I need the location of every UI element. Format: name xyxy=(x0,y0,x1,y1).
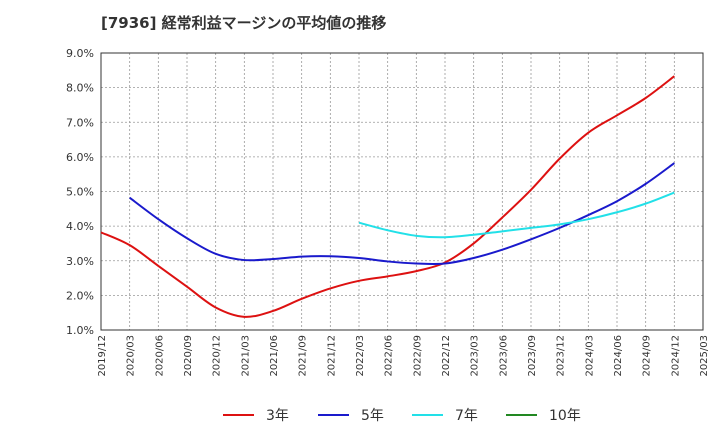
x-tick-label: 2023/12 xyxy=(556,335,567,377)
y-tick-label: 7.0% xyxy=(66,116,94,129)
legend-item: 10年 xyxy=(506,408,581,424)
x-tick-label: 2022/09 xyxy=(412,335,423,377)
legend-item: 5年 xyxy=(318,408,384,424)
plot-area-border xyxy=(100,52,704,331)
x-tick-label: 2020/09 xyxy=(183,335,194,377)
legend-label: 3年 xyxy=(266,408,289,424)
legend-item: 3年 xyxy=(223,408,289,424)
y-tick-label: 3.0% xyxy=(66,255,94,268)
x-tick-label: 2022/06 xyxy=(384,335,395,377)
x-tick-label: 2024/06 xyxy=(613,335,624,377)
x-tick-label: 2025/03 xyxy=(699,335,710,377)
x-tick-label: 2021/06 xyxy=(269,335,280,377)
x-tick-label: 2020/12 xyxy=(212,335,223,377)
x-tick-label: 2021/12 xyxy=(326,335,337,377)
chart-title: [7936] 経常利益マージンの平均値の推移 xyxy=(101,14,387,32)
legend: 3年 5年 7年 10年 xyxy=(223,408,581,424)
y-tick-label: 6.0% xyxy=(66,151,94,164)
x-tick-label: 2020/03 xyxy=(126,335,137,377)
x-tick-label: 2021/09 xyxy=(298,335,309,377)
series-line-3 xyxy=(358,191,675,239)
x-tick-label: 2019/12 xyxy=(97,335,108,377)
legend-item: 7年 xyxy=(412,408,478,424)
x-tick-label: 2024/09 xyxy=(642,335,653,377)
x-tick-label: 2024/03 xyxy=(584,335,595,377)
series-layer xyxy=(100,75,675,318)
legend-label: 7年 xyxy=(455,408,478,424)
y-tick-label: 4.0% xyxy=(66,220,94,233)
grid-layer xyxy=(101,53,703,330)
y-tick-label: 2.0% xyxy=(66,289,94,302)
y-tick-label: 5.0% xyxy=(66,186,94,199)
axis-layer: 1.0% 2.0% 3.0% 4.0% 5.0% 6.0% 7.0% 8.0% 9.0% 2019… xyxy=(66,47,710,377)
x-tick-label: 2023/09 xyxy=(527,335,538,377)
x-tick-label: 2022/12 xyxy=(441,335,452,377)
y-tick-label: 1.0% xyxy=(66,324,94,337)
x-tick-label: 2020/06 xyxy=(154,335,165,377)
x-tick-label: 2022/03 xyxy=(355,335,366,377)
legend-label: 10年 xyxy=(549,408,581,424)
series-line-2 xyxy=(129,162,675,266)
x-tick-label: 2024/12 xyxy=(670,335,681,377)
y-tick-label: 9.0% xyxy=(66,47,94,60)
x-tick-label: 2021/03 xyxy=(240,335,251,377)
x-tick-label: 2023/06 xyxy=(498,335,509,377)
x-tick-label: 2023/03 xyxy=(470,335,481,377)
y-tick-label: 8.0% xyxy=(66,82,94,95)
legend-label: 5年 xyxy=(361,408,384,424)
series-line-1 xyxy=(100,75,675,318)
